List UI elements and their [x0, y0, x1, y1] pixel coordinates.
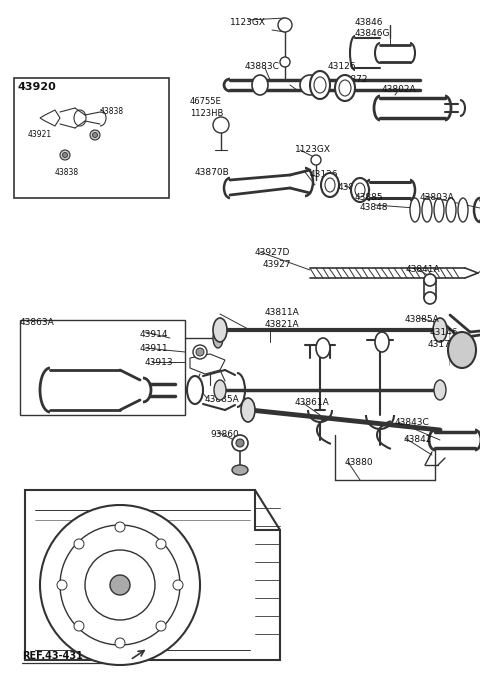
Text: 43920: 43920 — [17, 82, 56, 92]
Circle shape — [85, 550, 155, 620]
Text: 93860: 93860 — [210, 430, 239, 439]
Circle shape — [74, 621, 84, 631]
Text: 43927: 43927 — [263, 260, 291, 269]
Ellipse shape — [213, 328, 223, 348]
Text: REF.43-431: REF.43-431 — [22, 651, 83, 661]
Circle shape — [280, 57, 290, 67]
Text: 43911: 43911 — [140, 344, 168, 353]
Circle shape — [90, 130, 100, 140]
Polygon shape — [25, 490, 280, 660]
Text: 43863A: 43863A — [20, 318, 55, 327]
Circle shape — [311, 155, 321, 165]
Ellipse shape — [232, 465, 248, 475]
Circle shape — [93, 132, 97, 138]
Circle shape — [213, 117, 229, 133]
Circle shape — [232, 435, 248, 451]
Text: 43126: 43126 — [328, 62, 357, 71]
Text: 43872: 43872 — [338, 183, 367, 192]
Text: 43885: 43885 — [355, 193, 384, 202]
Text: 43802A: 43802A — [382, 85, 417, 94]
Text: 43921: 43921 — [28, 130, 52, 139]
Text: 46755E: 46755E — [190, 97, 222, 106]
Ellipse shape — [300, 75, 320, 95]
Ellipse shape — [314, 77, 326, 93]
Ellipse shape — [410, 198, 420, 222]
Ellipse shape — [446, 198, 456, 222]
Circle shape — [424, 292, 436, 304]
Text: 43841A: 43841A — [406, 265, 441, 274]
Ellipse shape — [375, 332, 389, 352]
Bar — [20, 320, 185, 415]
Ellipse shape — [339, 80, 351, 96]
Ellipse shape — [351, 178, 369, 202]
Ellipse shape — [458, 198, 468, 222]
Ellipse shape — [187, 376, 203, 404]
Text: 1123HB: 1123HB — [190, 109, 223, 118]
Ellipse shape — [213, 318, 227, 342]
Text: 43846: 43846 — [355, 18, 384, 27]
Ellipse shape — [193, 345, 207, 359]
Text: 43846G: 43846G — [355, 29, 391, 38]
Text: 1123GX: 1123GX — [230, 18, 266, 27]
Text: 43883C: 43883C — [245, 62, 280, 71]
Text: 43838: 43838 — [55, 168, 79, 177]
Text: 43838: 43838 — [100, 107, 124, 116]
Ellipse shape — [310, 71, 330, 99]
Text: 43861A: 43861A — [295, 398, 330, 407]
Ellipse shape — [433, 318, 447, 342]
Text: 43885A: 43885A — [405, 315, 440, 324]
Ellipse shape — [335, 75, 355, 101]
Text: 43885A: 43885A — [205, 395, 240, 404]
Circle shape — [115, 638, 125, 648]
Text: 43880: 43880 — [345, 458, 373, 467]
Text: 1123GX: 1123GX — [295, 145, 331, 154]
Text: 43913: 43913 — [145, 358, 174, 367]
Circle shape — [60, 525, 180, 645]
Text: 43927D: 43927D — [255, 248, 290, 257]
Text: 43870B: 43870B — [195, 168, 230, 177]
Circle shape — [74, 539, 84, 549]
Text: 43174A: 43174A — [428, 340, 463, 349]
Text: 43842: 43842 — [404, 435, 432, 444]
Circle shape — [40, 505, 200, 665]
Circle shape — [278, 18, 292, 32]
Text: 43914: 43914 — [140, 330, 168, 339]
Ellipse shape — [214, 380, 226, 400]
Circle shape — [156, 539, 166, 549]
Ellipse shape — [196, 348, 204, 356]
Circle shape — [156, 621, 166, 631]
Text: 43843C: 43843C — [395, 418, 430, 427]
Text: 43803A: 43803A — [420, 193, 455, 202]
Circle shape — [236, 439, 244, 447]
Ellipse shape — [355, 183, 365, 197]
Polygon shape — [40, 110, 60, 126]
Ellipse shape — [252, 75, 268, 95]
Ellipse shape — [241, 398, 255, 422]
Circle shape — [62, 153, 68, 158]
Text: 43872: 43872 — [340, 75, 369, 84]
Circle shape — [424, 274, 436, 286]
Ellipse shape — [316, 338, 330, 358]
Circle shape — [57, 580, 67, 590]
Text: 43811A: 43811A — [265, 308, 300, 317]
Ellipse shape — [434, 198, 444, 222]
Text: 43126: 43126 — [310, 170, 338, 179]
Polygon shape — [190, 354, 225, 374]
Ellipse shape — [325, 178, 335, 192]
Text: 43848: 43848 — [360, 203, 388, 212]
Circle shape — [173, 580, 183, 590]
Text: 43821A: 43821A — [265, 320, 300, 329]
Ellipse shape — [434, 380, 446, 400]
Bar — [14, 78, 169, 198]
Circle shape — [110, 575, 130, 595]
Ellipse shape — [321, 173, 339, 197]
Ellipse shape — [448, 332, 476, 368]
Text: 43146: 43146 — [430, 328, 458, 337]
Ellipse shape — [422, 198, 432, 222]
Circle shape — [115, 522, 125, 532]
Circle shape — [60, 150, 70, 160]
